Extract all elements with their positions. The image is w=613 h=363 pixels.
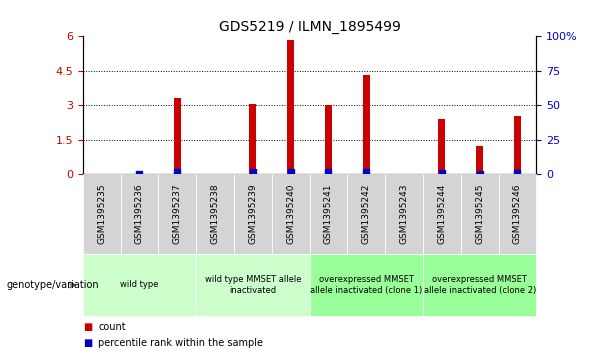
Bar [287, 40, 294, 174]
Text: GSM1395243: GSM1395243 [400, 184, 409, 244]
Bar [83, 174, 121, 254]
Text: GSM1395242: GSM1395242 [362, 184, 371, 244]
Text: count: count [98, 322, 126, 332]
Bar [461, 174, 498, 254]
Text: GSM1395238: GSM1395238 [210, 184, 219, 245]
Text: GSM1395246: GSM1395246 [513, 184, 522, 244]
Bar [438, 119, 445, 174]
Title: GDS5219 / ILMN_1895499: GDS5219 / ILMN_1895499 [219, 20, 400, 34]
Bar [121, 174, 158, 254]
Bar [196, 254, 310, 316]
Bar [498, 174, 536, 254]
Text: GSM1395244: GSM1395244 [437, 184, 446, 244]
Text: GSM1395245: GSM1395245 [475, 184, 484, 244]
Text: GSM1395241: GSM1395241 [324, 184, 333, 244]
Bar [83, 254, 196, 316]
Text: ■: ■ [83, 338, 92, 348]
Bar [174, 98, 181, 174]
Text: wild type: wild type [120, 281, 159, 289]
Bar [423, 254, 536, 316]
Bar [476, 146, 483, 174]
Bar [158, 174, 196, 254]
Text: ■: ■ [83, 322, 92, 332]
Bar [514, 115, 521, 174]
Bar [136, 171, 143, 174]
Text: wild type MMSET allele
inactivated: wild type MMSET allele inactivated [205, 275, 301, 295]
Bar [272, 174, 310, 254]
Bar [385, 174, 423, 254]
Bar [234, 174, 272, 254]
Text: GSM1395235: GSM1395235 [97, 184, 106, 245]
Text: GSM1395236: GSM1395236 [135, 184, 144, 245]
Bar [249, 104, 256, 174]
Bar [310, 174, 348, 254]
Bar [310, 254, 423, 316]
Bar [348, 174, 385, 254]
Bar [196, 174, 234, 254]
Text: GSM1395240: GSM1395240 [286, 184, 295, 244]
Text: GSM1395237: GSM1395237 [173, 184, 182, 245]
Bar [325, 105, 332, 174]
Text: overexpressed MMSET
allele inactivated (clone 1): overexpressed MMSET allele inactivated (… [310, 275, 422, 295]
Bar [363, 76, 370, 174]
Text: GSM1395239: GSM1395239 [248, 184, 257, 245]
Text: genotype/variation: genotype/variation [6, 280, 99, 290]
Text: percentile rank within the sample: percentile rank within the sample [98, 338, 263, 348]
Bar [423, 174, 461, 254]
Text: overexpressed MMSET
allele inactivated (clone 2): overexpressed MMSET allele inactivated (… [424, 275, 536, 295]
